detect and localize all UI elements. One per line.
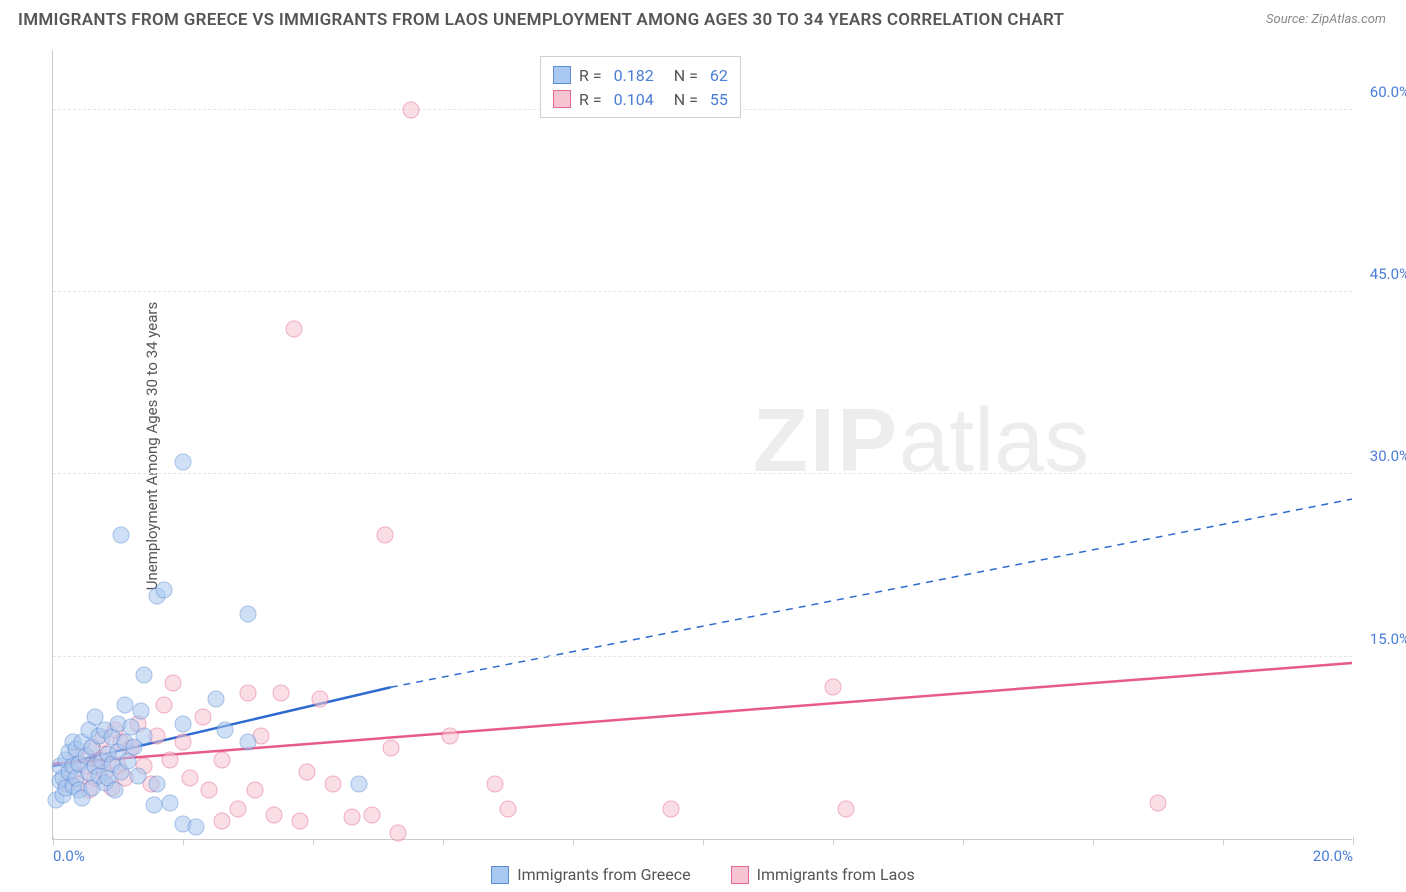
data-point [240,733,257,750]
data-point [825,679,842,696]
y-tick-label: 60.0% [1370,83,1406,101]
data-point [217,721,234,738]
data-point [214,752,231,769]
legend-r-value: 0.182 [614,66,654,85]
data-point [181,770,198,787]
data-point [240,685,257,702]
legend-n-label: N = [674,66,702,85]
legend-n-value: 55 [710,90,728,109]
data-point [285,320,302,337]
data-point [311,691,328,708]
data-point [298,764,315,781]
data-point [1150,794,1167,811]
trend-lines [53,50,1352,839]
data-point [207,691,224,708]
data-point [376,527,393,544]
data-point [188,818,205,835]
x-tick [963,839,964,845]
x-tick [53,837,54,845]
legend-item: Immigrants from Greece [491,865,690,884]
legend-series-name: Immigrants from Greece [517,865,690,884]
legend-row: R = 0.182 N = 62 [553,63,728,87]
series-legend: Immigrants from Greece Immigrants from La… [0,865,1406,884]
gridline [53,291,1352,292]
data-point [162,752,179,769]
data-point [292,812,309,829]
x-tick [573,839,574,845]
legend-r-value: 0.104 [614,90,654,109]
data-point [389,824,406,841]
x-tick [703,839,704,845]
gridline [53,656,1352,657]
data-point [106,782,123,799]
data-point [230,800,247,817]
x-tick [1353,837,1354,845]
x-tick [443,839,444,845]
legend-r-label: R = [579,90,606,109]
data-point [162,794,179,811]
legend-item: Immigrants from Laos [731,865,915,884]
data-point [113,527,130,544]
x-tick [1093,839,1094,845]
x-tick [1223,839,1224,845]
legend-n-value: 62 [710,66,728,85]
data-point [272,685,289,702]
y-tick-label: 45.0% [1370,265,1406,283]
data-point [155,581,172,598]
legend-swatch [731,866,749,884]
data-point [136,727,153,744]
data-point [441,727,458,744]
data-point [402,101,419,118]
gridline [53,473,1352,474]
legend-swatch [553,90,571,108]
data-point [132,703,149,720]
y-tick-label: 30.0% [1370,447,1406,465]
data-point [344,809,361,826]
data-point [500,800,517,817]
x-tick [183,839,184,845]
data-point [266,806,283,823]
data-point [324,776,341,793]
watermark-atlas: atlas [899,391,1089,491]
data-point [246,782,263,799]
legend-swatch [491,866,509,884]
data-point [838,800,855,817]
legend-series-name: Immigrants from Laos [757,865,915,884]
source-label: Source: ZipAtlas.com [1266,12,1386,27]
data-point [214,812,231,829]
chart-title: IMMIGRANTS FROM GREECE VS IMMIGRANTS FRO… [18,10,1064,30]
data-point [129,767,146,784]
legend-row: R = 0.104 N = 55 [553,87,728,111]
data-point [201,782,218,799]
data-point [155,697,172,714]
data-point [487,776,504,793]
data-point [350,776,367,793]
data-point [240,606,257,623]
data-point [116,697,133,714]
data-point [194,709,211,726]
x-tick-label: 0.0% [53,847,85,865]
x-tick-label: 20.0% [1313,847,1353,865]
data-point [662,800,679,817]
watermark-zip: ZIP [753,391,899,491]
legend-r-label: R = [579,66,606,85]
data-point [175,733,192,750]
data-point [165,675,182,692]
data-point [175,454,192,471]
plot-area: ZIPatlas 15.0%30.0%45.0%60.0%0.0%20.0% [52,50,1352,840]
watermark: ZIPatlas [753,390,1089,493]
data-point [363,806,380,823]
data-point [149,776,166,793]
data-point [383,739,400,756]
y-tick-label: 15.0% [1370,630,1406,648]
data-point [175,715,192,732]
legend-n-label: N = [674,90,702,109]
data-point [145,796,162,813]
legend-swatch [553,66,571,84]
x-tick [833,839,834,845]
correlation-legend: R = 0.182 N = 62 R = 0.104 N = 55 [540,56,741,118]
data-point [136,666,153,683]
x-tick [313,839,314,845]
